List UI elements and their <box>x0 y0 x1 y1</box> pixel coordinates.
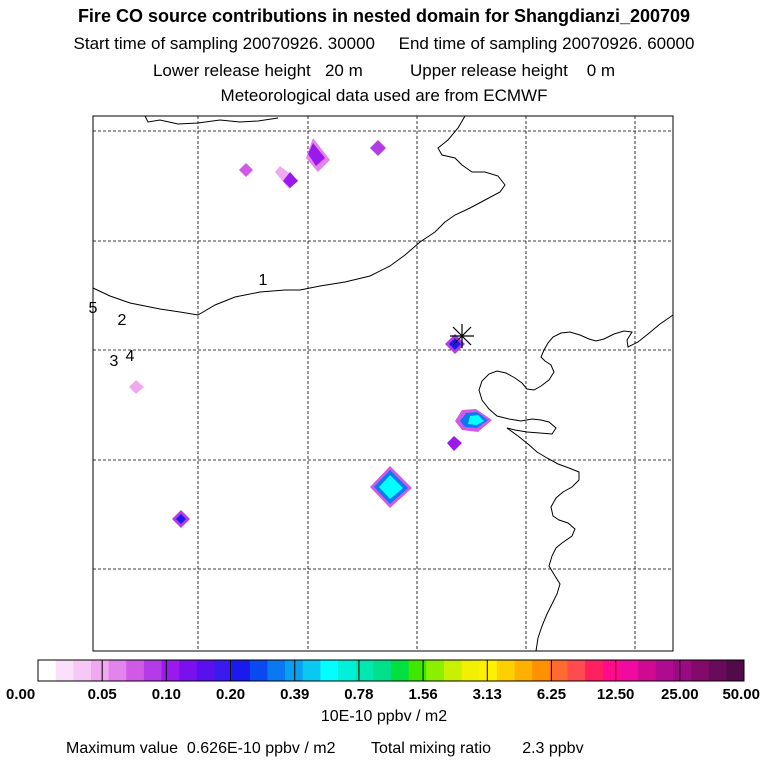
colorbar-swatch <box>108 660 127 681</box>
colorbar-swatch <box>391 660 410 681</box>
colorbar-tick-label: 0.10 <box>152 686 181 703</box>
colorbar-swatch <box>373 660 392 681</box>
footer-stats: Maximum value 0.626E-10 ppbv / m2 Total … <box>66 740 584 758</box>
colorbar-swatch <box>320 660 339 681</box>
colorbar-tick-label: 25.00 <box>661 686 699 703</box>
colorbar <box>37 659 745 682</box>
coastline-bohai <box>478 314 674 435</box>
patch-h <box>447 436 462 451</box>
colorbar-swatch <box>249 660 268 681</box>
patch-b <box>370 140 386 156</box>
chart-title: Fire CO source contributions in nested d… <box>77 6 691 26</box>
colorbar-swatch <box>302 660 321 681</box>
colorbar-ticks: 0.00 0.05 0.10 0.20 0.39 0.78 1.56 3.13 6.25 12.5… <box>6 660 760 703</box>
map-frame <box>92 115 674 652</box>
colorbar-swatch <box>285 660 304 681</box>
colorbar-swatch <box>426 660 445 681</box>
colorbar-swatch <box>602 660 621 681</box>
colorbar-swatch <box>214 660 233 681</box>
colorbar-tick-label: 50.00 <box>722 686 760 703</box>
colorbar-swatch <box>585 660 604 681</box>
patch-d-inner <box>283 172 298 188</box>
colorbar-swatch <box>708 660 727 681</box>
colorbar-swatch <box>691 660 710 681</box>
release-heights: Lower release height 20 m Upper release … <box>0 61 768 81</box>
colorbar-swatch <box>479 660 498 681</box>
colorbar-swatch <box>638 660 657 681</box>
region-label-5: 5 <box>89 300 98 317</box>
colorbar-swatch <box>655 660 674 681</box>
colorbar-tick-label: 0.00 <box>6 686 35 703</box>
colorbar-tick-label: 0.78 <box>344 686 373 703</box>
colorbar-tick-label: 3.13 <box>473 686 502 703</box>
colorbar-units: 10E-10 ppbv / m2 <box>320 708 448 725</box>
colorbar-swatch <box>355 660 374 681</box>
colorbar-swatch <box>179 660 198 681</box>
colorbar-swatch <box>338 660 357 681</box>
colorbar-swatch <box>55 660 74 681</box>
colorbar-swatch <box>514 660 533 681</box>
start-time-label: Start time of sampling 20070926. 30000 <box>73 34 376 53</box>
border-north <box>144 115 279 125</box>
colorbar-swatch <box>620 660 639 681</box>
coastline-yellow-sea <box>506 427 580 652</box>
patch-c <box>239 163 253 177</box>
colorbar-swatch <box>196 660 215 681</box>
colorbar-swatch <box>567 660 586 681</box>
map-gridlines <box>93 116 673 651</box>
colorbar-tick-label: 0.20 <box>216 686 245 703</box>
colorbar-tick-label: 1.56 <box>408 686 437 703</box>
colorbar-swatch <box>532 660 551 681</box>
concentration-patches <box>129 138 492 528</box>
colorbar-swatch <box>161 660 180 681</box>
receptor-asterisk-icon <box>450 324 474 348</box>
region-label-1: 1 <box>259 272 268 289</box>
max-value-label: Maximum value 0.626E-10 ppbv / m2 <box>66 740 336 757</box>
colorbar-frame <box>37 659 745 682</box>
patch-g-inner <box>468 415 484 425</box>
colorbar-tick-label: 6.25 <box>537 686 566 703</box>
patch-i-inner <box>379 475 403 499</box>
end-time-label: End time of sampling 20070926. 60000 <box>398 34 695 53</box>
patch-e <box>129 380 144 394</box>
colorbar-swatch <box>673 660 692 681</box>
colorbar-swatch <box>143 660 163 681</box>
colorbar-swatch <box>267 660 286 681</box>
colorbar-swatch <box>549 660 568 681</box>
colorbar-swatch <box>726 660 745 681</box>
colorbar-swatch <box>73 660 92 681</box>
colorbar-swatch <box>496 660 516 681</box>
colorbar-swatch <box>90 660 110 681</box>
colorbar-tick-label: 0.39 <box>280 686 309 703</box>
region-label-3: 3 <box>110 353 119 370</box>
border-outline <box>92 115 506 316</box>
patch-f-inner <box>449 338 461 350</box>
colorbar-swatch <box>126 660 145 681</box>
met-data-label: Meteorological data used are from ECMWF <box>220 86 548 105</box>
colorbar-swatch <box>408 660 427 681</box>
colorbar-swatch <box>38 660 57 681</box>
patch-a-inner <box>308 143 325 166</box>
upper-release-label: Upper release height 0 m <box>409 61 616 80</box>
colorbar-swatch <box>443 660 463 681</box>
colorbar-swatch <box>232 660 251 681</box>
colorbar-swatch <box>461 660 480 681</box>
colorbar-tick-label: 12.50 <box>597 686 635 703</box>
patch-j-inner <box>176 514 186 524</box>
lower-release-label: Lower release height 20 m <box>152 61 363 80</box>
colorbar-tick-label: 0.05 <box>88 686 117 703</box>
region-label-2: 2 <box>118 312 127 329</box>
region-label-4: 4 <box>126 348 135 365</box>
total-mixing-label: Total mixing ratio 2.3 ppbv <box>371 740 584 757</box>
sampling-times: Start time of sampling 20070926. 30000 E… <box>0 34 768 54</box>
